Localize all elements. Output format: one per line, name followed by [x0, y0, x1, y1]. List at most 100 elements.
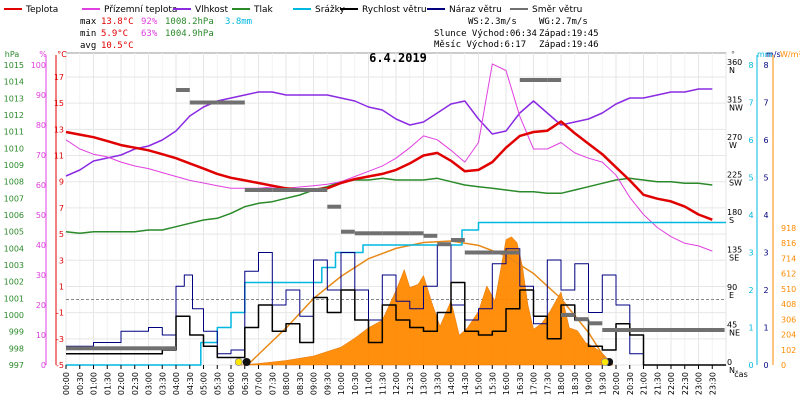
wind-direction-mark	[437, 242, 452, 247]
tick-label-ms: 5	[763, 174, 768, 183]
stat-min-pres: 1004.9hPa	[165, 29, 214, 39]
tick-label-time: 15:30	[488, 372, 497, 395]
tick-label-mm: 1	[748, 324, 753, 333]
tick-label-time: 16:30	[516, 372, 525, 395]
stat-wg: WG:2.7m/s	[539, 17, 588, 27]
wind-direction-mark	[423, 233, 438, 238]
stat-max-hum: 92%	[141, 17, 158, 27]
tick-label-time: 11:00	[365, 372, 374, 395]
tick-label-wm2: 306	[781, 315, 796, 324]
wind-direction-mark	[492, 250, 507, 255]
legend-label: Rychlost větru	[362, 5, 427, 15]
tick-label-time: 08:00	[282, 372, 291, 395]
tick-label-time: 17:00	[530, 372, 539, 395]
tick-label-time: 20:00	[612, 372, 621, 395]
tick-label-hpa: 1001	[4, 294, 24, 303]
chart-title: 6.4.2019	[369, 51, 427, 65]
tick-label-time: 09:00	[310, 372, 319, 395]
tick-label-time: 03:00	[145, 372, 154, 395]
tick-label-wm2: 612	[781, 270, 796, 279]
wind-direction-mark	[258, 188, 273, 192]
tick-label-degrees: 45	[727, 321, 737, 330]
tick-label-wm2: 0	[781, 361, 786, 370]
sun-elevation-line	[246, 240, 610, 366]
tick-label-mm: 3	[748, 249, 753, 258]
wind-direction-mark	[162, 346, 177, 351]
tick-label-time: 21:00	[640, 372, 649, 395]
legend-label: Náraz větru	[449, 5, 502, 15]
stat-avg-temp: 10.5°C	[101, 41, 134, 51]
tick-label-mm: 4	[748, 211, 753, 220]
wind-direction-mark	[382, 231, 397, 236]
tick-label-time: 04:00	[172, 372, 181, 395]
tick-label-time: 14:00	[447, 372, 456, 395]
tick-label-ms: 8	[763, 61, 768, 70]
tick-label-time: 23:00	[695, 372, 704, 395]
tick-label-hpa: 1002	[4, 278, 24, 287]
legend-label: Vlhkost	[195, 5, 228, 15]
tick-label-hpa: 997	[9, 361, 24, 370]
tick-label-ms: 0	[763, 361, 768, 370]
tick-label-percent: 10	[36, 331, 46, 340]
tick-label-celsius: 5	[59, 230, 64, 239]
tick-label-time: 11:30	[378, 372, 387, 395]
tick-label-hpa: 999	[9, 328, 24, 337]
stat-sun-set: Západ:19:45	[539, 29, 599, 39]
tick-label-degrees: 0	[727, 358, 732, 367]
grid	[65, 52, 727, 366]
tick-label-time: 12:00	[392, 372, 401, 395]
tick-label-time: 05:30	[213, 372, 222, 395]
wind-direction-mark	[547, 78, 562, 82]
tick-label-celsius: 1	[59, 282, 64, 291]
tick-label-wm2: 408	[781, 300, 796, 309]
legend: Teplota Přízemní teplota Vlhkost Tlak Srážky…	[4, 5, 582, 15]
wind-direction-mark	[354, 231, 369, 236]
tick-label-celsius: -1	[56, 309, 64, 318]
stat-ws: WS:2.3m/s	[468, 17, 517, 27]
stat-max-rain: 3.8mm	[225, 17, 252, 27]
wind-direction-mark	[217, 100, 232, 105]
tick-label-mm: 5	[748, 174, 753, 183]
rain-line	[66, 221, 726, 366]
stat-sun-rise: Slunce Východ:06:34	[434, 29, 537, 39]
wind-direction-mark	[602, 328, 617, 332]
tick-label-wm2: 714	[781, 254, 796, 263]
tick-label-degrees: 180	[727, 208, 742, 217]
axis-label-celsius: °C	[57, 50, 67, 59]
tick-label-celsius: -3	[56, 335, 64, 344]
tick-label-percent: 90	[36, 91, 46, 100]
wind-direction-mark	[176, 88, 190, 92]
tick-label-time: 14:30	[461, 372, 470, 395]
moonset-marker	[601, 358, 609, 366]
tick-label-percent: 100	[31, 61, 46, 70]
tick-label-direction: SW	[729, 179, 742, 188]
tick-label-percent: 40	[36, 241, 46, 250]
tick-label-time: 01:30	[103, 372, 112, 395]
ground-temperature-line	[65, 63, 713, 252]
tick-label-hpa: 998	[9, 344, 24, 353]
tick-label-ms: 2	[763, 286, 768, 295]
tick-label-hpa: 1004	[4, 244, 24, 253]
stat-moon-set: Západ:19:46	[539, 40, 599, 50]
tick-label-mm: 0	[748, 361, 753, 370]
tick-label-ms: 1	[763, 324, 768, 333]
tick-label-hpa: 1015	[4, 61, 24, 70]
tick-label-hpa: 1014	[4, 78, 24, 87]
wind-direction-mark	[533, 78, 548, 82]
wind-direction-mark	[506, 250, 520, 255]
stat-min-hum: 63%	[141, 29, 158, 39]
wind-direction-mark	[643, 328, 671, 332]
wind-direction-mark	[671, 328, 699, 332]
tick-label-time: 20:30	[626, 372, 635, 395]
tick-label-time: 06:00	[227, 372, 236, 395]
wind-direction-mark	[66, 346, 94, 351]
wind-direction-mark	[93, 346, 121, 351]
wind-direction-mark	[574, 317, 589, 322]
wind-direction-mark	[464, 250, 479, 255]
tick-label-time: 10:00	[337, 372, 346, 395]
wind-direction-mark	[396, 231, 410, 236]
tick-label-celsius: 17	[54, 73, 64, 82]
wind-direction-mark	[203, 100, 218, 105]
tick-label-direction: NE	[729, 329, 740, 338]
